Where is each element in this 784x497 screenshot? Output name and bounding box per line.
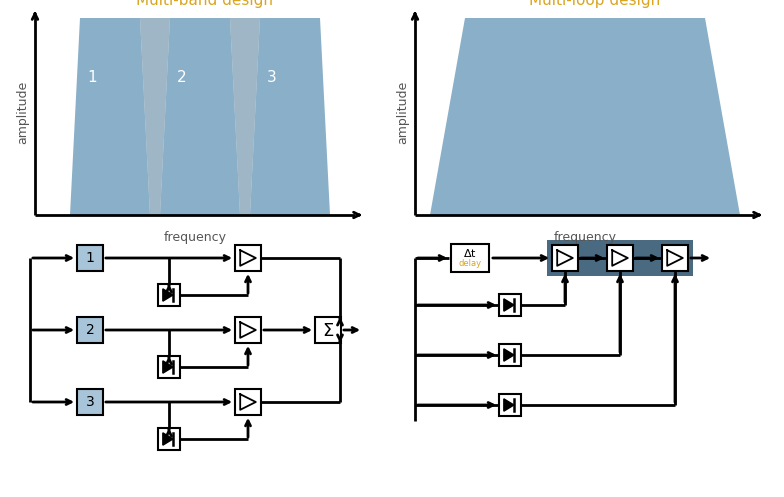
Polygon shape xyxy=(504,349,514,361)
Text: 1: 1 xyxy=(87,71,96,85)
Text: 1: 1 xyxy=(85,251,94,265)
Bar xyxy=(552,245,578,271)
Polygon shape xyxy=(70,18,150,215)
Bar xyxy=(77,245,103,271)
Polygon shape xyxy=(504,299,514,311)
Bar xyxy=(235,317,261,343)
Text: 2: 2 xyxy=(85,323,94,337)
Bar xyxy=(158,284,180,306)
Polygon shape xyxy=(250,18,330,215)
Bar xyxy=(77,317,103,343)
Polygon shape xyxy=(160,18,240,215)
Bar xyxy=(499,294,521,316)
Text: Multi-loop design: Multi-loop design xyxy=(529,0,661,8)
Bar xyxy=(235,245,261,271)
Polygon shape xyxy=(163,361,173,373)
Text: 3: 3 xyxy=(267,71,277,85)
Text: amplitude: amplitude xyxy=(397,81,409,144)
Polygon shape xyxy=(504,399,514,411)
Bar xyxy=(158,428,180,450)
Bar xyxy=(499,394,521,416)
Bar xyxy=(662,245,688,271)
Polygon shape xyxy=(140,18,170,215)
Bar xyxy=(451,244,489,272)
Text: Multi-band design: Multi-band design xyxy=(136,0,274,8)
Text: $\Delta$t: $\Delta$t xyxy=(463,247,477,259)
Polygon shape xyxy=(430,18,740,215)
Bar xyxy=(499,344,521,366)
Text: frequency: frequency xyxy=(164,231,227,244)
Bar xyxy=(235,389,261,415)
Text: $\Sigma$: $\Sigma$ xyxy=(322,322,334,340)
Text: 3: 3 xyxy=(85,395,94,409)
Bar xyxy=(158,356,180,378)
Text: amplitude: amplitude xyxy=(16,81,30,144)
Polygon shape xyxy=(163,289,173,301)
Text: delay: delay xyxy=(459,259,481,268)
Bar xyxy=(607,245,633,271)
Polygon shape xyxy=(163,433,173,445)
Bar xyxy=(547,240,693,276)
Polygon shape xyxy=(230,18,260,215)
Bar xyxy=(77,389,103,415)
Bar xyxy=(315,317,341,343)
Text: 2: 2 xyxy=(177,71,187,85)
Text: frequency: frequency xyxy=(554,231,616,244)
